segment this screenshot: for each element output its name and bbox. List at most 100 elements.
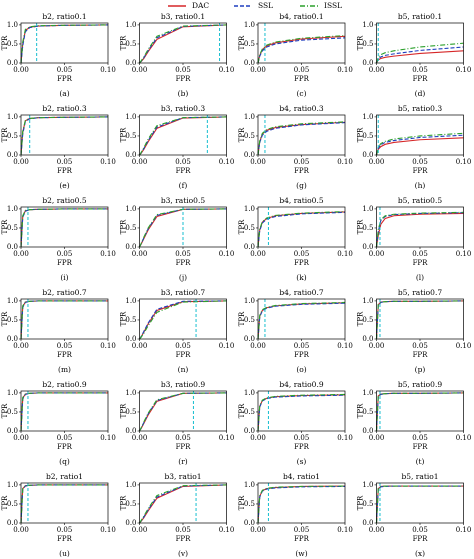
x-tick-label: 0.05 [294,342,310,350]
axes-frame [376,390,464,432]
x-tick-label: 0.00 [369,66,385,74]
subplot-title: b4, ratio0.1 [279,12,323,21]
roc-line [375,42,464,64]
x-axis-label: FPR [176,443,192,451]
x-axis-label: FPR [294,535,310,543]
subplot-title: b3, ratio0.5 [161,196,205,205]
y-axis-label: TPR [120,403,128,418]
roc-line [20,300,108,340]
x-tick-label: 0.05 [412,342,428,350]
roc-line [20,116,109,156]
subplot-title: b2, ratio0.7 [42,288,86,297]
roc-line [139,392,227,432]
x-tick-label: 0.00 [13,526,29,534]
x-tick-label: 0.00 [250,250,266,258]
roc-line [257,485,346,524]
x-tick-label: 0.05 [175,434,191,442]
x-tick-label: 0.00 [132,158,148,166]
caption: (p) [415,365,426,374]
roc-line [375,46,464,64]
y-tick-label: 1.0 [7,21,18,29]
y-axis-label: TPR [120,311,128,326]
x-tick-label: 0.10 [337,66,353,74]
roc-line [20,116,109,156]
x-tick-label: 0.00 [132,434,148,442]
x-tick-label: 0.10 [219,342,235,350]
subplot-title: b2, ratio0.9 [42,380,86,389]
x-tick-label: 0.10 [219,158,235,166]
x-tick-label: 0.10 [337,250,353,258]
axes-frame [257,206,346,248]
roc-line [20,484,108,524]
caption: (a) [59,89,69,98]
y-tick-label: 1.0 [125,205,136,213]
y-tick-label: 1.0 [244,481,255,489]
axes-frame [139,114,227,156]
x-axis-label: FPR [413,259,429,267]
subplot-title: b2, ratio0.5 [42,196,86,205]
axes-frame [20,114,109,156]
caption: (e) [59,181,69,190]
axes-frame [376,482,464,524]
y-tick-label: 0.0 [125,519,136,527]
y-axis-label: TPR [357,219,365,234]
x-tick-label: 0.05 [294,526,310,534]
y-tick-label: 0.0 [244,519,255,527]
x-axis-label: FPR [413,75,429,83]
x-tick-label: 0.10 [337,526,353,534]
roc-line [20,484,108,524]
y-tick-label: 1.0 [125,297,136,305]
y-tick-label: 0.0 [244,243,255,251]
roc-line [376,50,464,64]
roc-line [257,485,346,524]
roc-line [20,392,108,432]
subplot-title: b5, ratio0.7 [398,288,442,297]
x-tick-label: 0.05 [294,434,310,442]
x-tick-label: 0.10 [100,158,116,166]
subplot-title: b3, ratio0.3 [161,104,205,113]
x-axis-label: FPR [294,75,310,83]
y-tick-label: 1.0 [244,389,255,397]
x-tick-label: 0.10 [337,342,353,350]
caption: (m) [58,365,71,374]
x-tick-label: 0.00 [132,250,148,258]
x-tick-label: 0.05 [294,158,310,166]
x-tick-label: 0.10 [456,526,472,534]
subplot-title: b3, ratio0.7 [161,288,205,297]
caption: (x) [415,549,425,558]
y-tick-label: 0.0 [7,151,18,159]
x-axis-label: FPR [294,167,310,175]
y-tick-label: 0.5 [125,316,136,324]
subplot-title: b3, ratio0.1 [161,12,205,21]
y-tick-label: 0.5 [244,132,255,140]
y-tick-label: 0.5 [362,40,373,48]
axes-frame [257,390,346,432]
y-tick-label: 0.0 [362,427,373,435]
x-axis-label: FPR [294,259,310,267]
y-axis-label: TPR [238,495,246,510]
y-tick-label: 0.5 [362,408,373,416]
x-tick-label: 0.00 [369,250,385,258]
roc-line [139,116,227,156]
caption: (i) [60,273,68,282]
y-tick-label: 1.0 [7,389,18,397]
x-tick-label: 0.00 [132,66,148,74]
roc-line [20,392,108,432]
roc-line [139,300,227,340]
caption: (f) [179,181,188,190]
y-tick-label: 0.0 [244,151,255,159]
legend-label: DAC [192,1,209,10]
y-tick-label: 1.0 [244,297,255,305]
x-tick-label: 0.00 [369,158,385,166]
subplot-title: b4, ratio0.9 [279,380,323,389]
subplot-title: b4, ratio0.5 [279,196,323,205]
y-tick-label: 0.5 [7,408,18,416]
y-tick-label: 1.0 [362,481,373,489]
caption: (v) [178,549,188,558]
y-tick-label: 1.0 [125,389,136,397]
roc-line [20,484,108,524]
roc-line [257,302,346,340]
y-axis-label: TPR [1,495,9,510]
x-tick-label: 0.10 [456,66,472,74]
